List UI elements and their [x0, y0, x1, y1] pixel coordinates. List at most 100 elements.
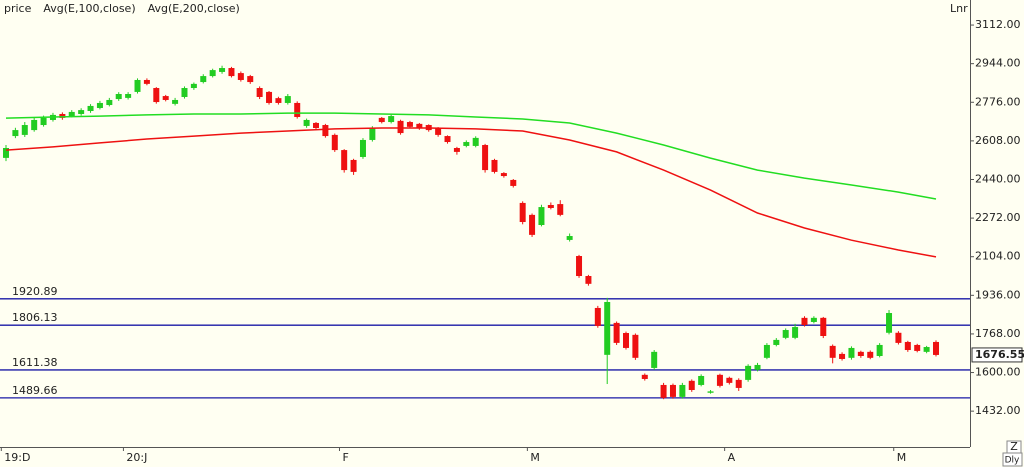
candle-body: [341, 150, 348, 171]
candle-body: [651, 351, 658, 368]
moving-average: [5, 112, 937, 200]
candle-body: [632, 334, 639, 358]
legend-entry: price: [4, 2, 32, 15]
level-label: 1806.13: [12, 311, 58, 324]
candle-body: [397, 120, 404, 134]
candle-body: [904, 341, 911, 351]
candle-body: [698, 375, 705, 385]
candle-body: [923, 347, 930, 352]
level-label: 1920.89: [12, 285, 58, 298]
candle-body: [604, 301, 611, 355]
candle-body: [754, 364, 761, 370]
y-tick-label: 2440.00: [975, 172, 1021, 185]
candle-body: [40, 117, 47, 126]
candle-body: [350, 159, 357, 172]
level-label: 1489.66: [12, 384, 58, 397]
candle-body: [538, 207, 545, 225]
candle-body: [782, 330, 789, 338]
candle-body: [510, 179, 517, 186]
y-tick-label: 2776.00: [975, 95, 1021, 108]
y-tick-label: 2608.00: [975, 134, 1021, 147]
candle-body: [839, 353, 846, 359]
candle-body: [829, 345, 836, 358]
legend-entry: Avg(E,200,close): [148, 2, 240, 15]
candle-body: [435, 128, 442, 135]
y-tick-label: 1432.00: [975, 404, 1021, 417]
x-tick-label: F: [342, 451, 348, 464]
x-tick-label: M: [897, 451, 907, 464]
candle-body: [886, 313, 893, 333]
candle-body: [228, 68, 235, 77]
zoom-label[interactable]: Z: [1010, 440, 1018, 453]
candle-body: [500, 173, 507, 177]
candle-body: [707, 391, 714, 393]
candle-body: [529, 214, 536, 235]
candle-body: [378, 117, 385, 123]
candle-body: [172, 99, 179, 104]
y-tick-label: 2944.00: [975, 57, 1021, 70]
period-label[interactable]: Dly: [1005, 456, 1020, 466]
candle-body: [68, 111, 75, 117]
candle-body: [519, 202, 526, 223]
candle-body: [848, 347, 855, 358]
scale-mode[interactable]: Lnr: [950, 2, 968, 15]
candle-body: [125, 93, 132, 98]
candle-body: [416, 123, 423, 129]
candle-body: [369, 128, 376, 140]
candle-body: [763, 344, 770, 358]
candle-body: [153, 88, 160, 103]
candle-body: [87, 105, 94, 112]
candle-body: [613, 322, 620, 343]
candle-body: [773, 339, 780, 345]
candle-body: [482, 145, 489, 171]
candle-body: [576, 256, 583, 277]
x-tick-label: 19:D: [4, 451, 30, 464]
candle-body: [388, 116, 395, 123]
candle-body: [623, 333, 630, 348]
candle-body: [669, 384, 676, 397]
candle-body: [660, 384, 667, 398]
candle-body: [247, 76, 254, 83]
x-tick-label: A: [728, 451, 736, 464]
candle-body: [820, 317, 827, 336]
candle-body: [106, 99, 113, 106]
candle-body: [867, 351, 874, 358]
y-tick-label: 1600.00: [975, 366, 1021, 379]
x-tick-label: M: [530, 451, 540, 464]
candle-body: [566, 236, 573, 240]
y-tick-label: 2272.00: [975, 211, 1021, 224]
candle-body: [801, 317, 808, 325]
candle-body: [895, 332, 902, 343]
candle-body: [857, 351, 864, 356]
last-price-box: [971, 347, 1023, 363]
candle-body: [294, 102, 301, 117]
candle-body: [96, 102, 103, 109]
candle-body: [303, 119, 310, 126]
candle-body: [463, 142, 470, 146]
candle-body: [745, 365, 752, 380]
y-tick-label: 1936.00: [975, 288, 1021, 301]
candle-body: [219, 68, 226, 72]
candle-body: [735, 379, 742, 388]
candle-body: [190, 83, 197, 89]
moving-average: [5, 127, 937, 258]
legend-entry: Avg(E,100,close): [43, 2, 135, 15]
candle-body: [444, 136, 451, 143]
candle-body: [359, 139, 366, 157]
candle-body: [312, 122, 319, 129]
candle-body: [12, 130, 19, 137]
candle-body: [716, 374, 723, 386]
y-tick-label: 2104.00: [975, 250, 1021, 263]
candle-body: [726, 377, 733, 383]
candle-body: [143, 79, 150, 84]
candle-body: [209, 70, 216, 77]
candle-body: [491, 159, 498, 172]
candle-body: [256, 88, 263, 97]
candle-body: [266, 91, 273, 103]
period-button[interactable]: [1002, 452, 1023, 467]
y-tick-label: 3112.00: [975, 18, 1021, 31]
candle-body: [453, 148, 460, 152]
candle-body: [557, 204, 564, 215]
